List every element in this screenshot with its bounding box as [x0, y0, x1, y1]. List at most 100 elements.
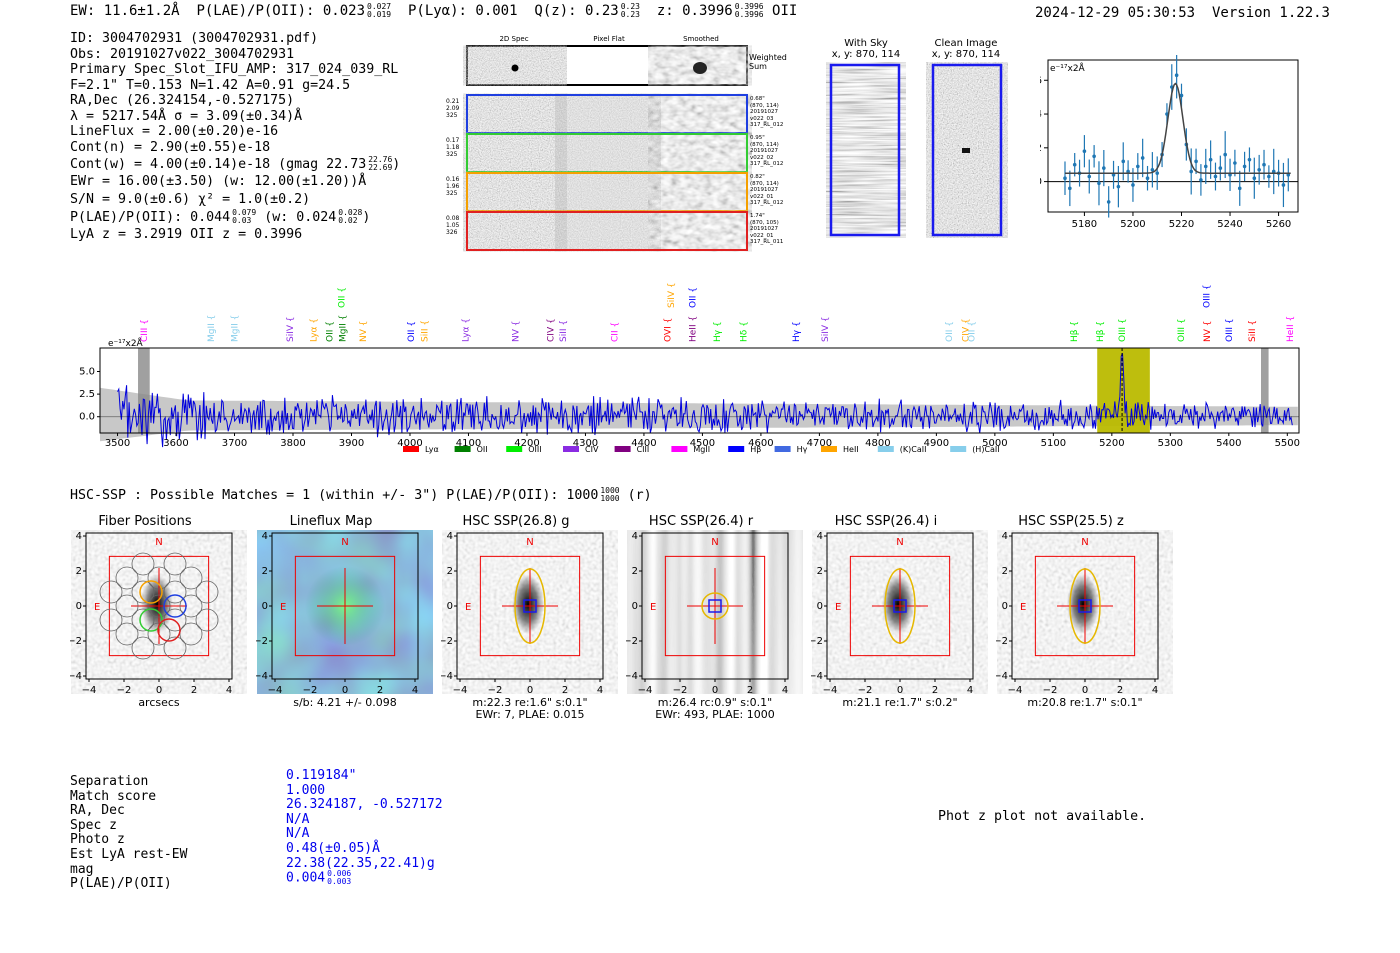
spec2d-panel: 2D Spec Pixel Flat Smoothed Weighted Sum… — [446, 35, 787, 255]
fiber-circle — [163, 552, 187, 576]
row-label-l3: 325 — [446, 190, 458, 197]
info-plae-hi: 0.079 — [232, 207, 257, 217]
row-smooth-image — [657, 136, 743, 170]
row-smooth-image — [657, 175, 743, 209]
cutout-ytick-label: −4 — [626, 671, 638, 682]
legend-swatch — [563, 446, 579, 452]
legend-label: OIII — [528, 445, 541, 454]
fiber-circle — [147, 622, 171, 646]
north-label: N — [526, 537, 533, 548]
cutout-title: HSC SSP(25.5) z — [1018, 514, 1124, 529]
cutout-xtick-label: 4 — [412, 685, 418, 696]
cutout-caption-line-1: m:21.1 re:1.7" s:0.2" — [842, 696, 958, 709]
line-id-label: MgII { — [231, 315, 241, 342]
fiber-circle — [131, 580, 155, 604]
legend-swatch — [506, 446, 523, 452]
cutout-xtick-label: −2 — [673, 685, 688, 696]
row-label-l1: 0.17 — [446, 137, 460, 144]
cutout-ytick-label: −2 — [626, 636, 638, 647]
source-ellipse — [701, 592, 729, 620]
main-xtick-label: 5000 — [982, 438, 1007, 449]
with-sky-image — [831, 65, 899, 235]
line-id-label: CII { — [611, 322, 621, 342]
info-obs: Obs: 20191027v022_3004702931 — [70, 46, 295, 62]
match-plae-lo: 0.003 — [327, 877, 352, 887]
cutout-xtick-label: 0 — [156, 685, 162, 696]
row-label-r5: 317_RL_012 — [750, 122, 784, 129]
main-xtick-label: 4100 — [456, 438, 481, 449]
spec2d-col-2d: 2D Spec — [499, 35, 529, 43]
cutout-caption: s/b: 4.21 +/- 0.098 — [272, 697, 418, 709]
cutout-caption-line-1: arcsecs — [138, 696, 180, 709]
info-sn: S/N = 9.0(±0.6) χ² = 1.0(±0.2) — [70, 191, 311, 207]
zoom-ytick-label: 2 — [1040, 143, 1042, 154]
spec2d-col-flat: Pixel Flat — [593, 35, 625, 43]
legend-swatch — [821, 446, 837, 452]
row-label-r5: 317_RL_011 — [750, 239, 784, 246]
row-label-l2: 1.05 — [446, 222, 460, 229]
line-id-label: SiII { — [421, 320, 431, 342]
zoom-point — [1267, 174, 1271, 179]
row-2d-image — [472, 175, 558, 209]
line-id-label: CIII { — [140, 319, 150, 342]
legend-swatch — [877, 446, 894, 452]
cutout-caption-line-1: s/b: 4.21 +/- 0.098 — [293, 696, 397, 709]
header-qz: Q(z): 0.23 — [534, 3, 619, 19]
cutout-ytick-label: −2 — [441, 636, 453, 647]
row-left-labels: 0.17 1.18 325 — [446, 137, 459, 158]
line-id-label: MgII { — [339, 315, 349, 342]
info-radec: RA,Dec (26.324154,-0.527175) — [70, 93, 295, 108]
header-plae-lo: 0.019 — [367, 10, 392, 19]
zoom-point — [1072, 162, 1077, 167]
aperture-box — [294, 555, 396, 657]
cutout-xtick-label: 4 — [967, 685, 973, 696]
east-label: E — [650, 602, 656, 613]
fiber-circle — [115, 622, 139, 646]
header-right: 2024-12-29 05:30:53 Version 1.22.3 — [1035, 5, 1330, 21]
row-label-r1: 1.74" — [750, 213, 765, 219]
masked-region — [138, 348, 150, 433]
zoom-point — [1233, 161, 1237, 165]
cutout-caption-line-1: m:20.8 re:1.7" s:0.1" — [1027, 696, 1143, 709]
zoom-point — [1116, 184, 1121, 189]
zoom-point — [1218, 166, 1223, 170]
legend-label: Hβ — [750, 445, 761, 454]
line-id-label: Hβ { — [1096, 321, 1106, 342]
zoom-point — [1121, 159, 1126, 164]
cutout-xtick-label: 2 — [377, 685, 383, 696]
cutout-ytick-label: −2 — [256, 636, 268, 647]
line-id-label: Hγ { — [713, 321, 723, 342]
legend-item: OIII — [506, 445, 542, 454]
row-right-labels: 0.68" (870, 114) 20191027 v022_03 317_RL_012 — [750, 96, 783, 129]
clean-source — [962, 148, 970, 153]
match-value: N/A — [286, 826, 310, 842]
line-id-label: OIII { — [1177, 318, 1187, 342]
line-id-label: SiIV { — [667, 282, 677, 308]
line-id-label: HeII { — [688, 316, 698, 342]
source-box — [893, 599, 907, 613]
row-label-l2: 1.18 — [446, 144, 460, 151]
zoom-point — [1252, 176, 1257, 181]
main-frame — [99, 347, 1300, 434]
match-label: Separation — [70, 774, 149, 789]
zoom-point — [1126, 169, 1130, 174]
clean-frame — [931, 63, 1003, 237]
source-box — [523, 599, 537, 613]
legend-item: Hγ — [774, 445, 808, 454]
zoom-point — [1199, 178, 1203, 182]
match-label: mag — [70, 861, 94, 877]
cutout-ytick-label: 2 — [262, 566, 268, 577]
north-label: N — [711, 537, 718, 548]
zoom-point — [1242, 164, 1247, 169]
main-xtick-label: 4600 — [748, 438, 773, 449]
row-label-l1: 0.08 — [446, 215, 460, 222]
cutout-ytick-label: 0 — [632, 601, 638, 612]
legend-item: Lyα — [403, 445, 439, 454]
north-label: N — [1081, 537, 1088, 548]
cutout-caption: m:26.4 rc:0.9" s:0.1" EWr: 493, PLAE: 100… — [642, 697, 788, 721]
with-sky-title: With Sky x, y: 870, 114 — [826, 38, 906, 60]
info-contw-row: Cont(w) = 4.00(±0.14)e-18 (gmag 22.73 22.… — [70, 155, 400, 174]
legend-label: MgII — [693, 445, 710, 454]
header-ew: EW: 11.6±1.2Å — [70, 3, 180, 19]
masked-region — [1260, 348, 1269, 433]
